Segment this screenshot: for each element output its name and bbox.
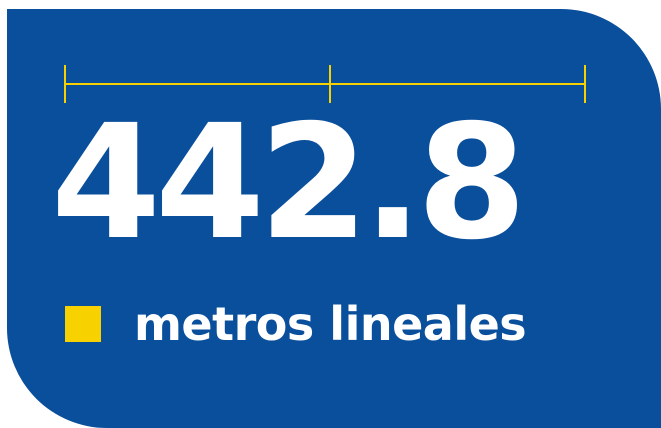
unit-row: metros lineales <box>65 297 527 351</box>
stat-unit-label: metros lineales <box>134 297 527 351</box>
yellow-square-icon <box>65 306 101 342</box>
stat-value: 442.8 <box>51 91 527 275</box>
stat-card: 442.8 metros lineales <box>7 9 661 428</box>
measure-ruler-icon <box>64 63 586 105</box>
